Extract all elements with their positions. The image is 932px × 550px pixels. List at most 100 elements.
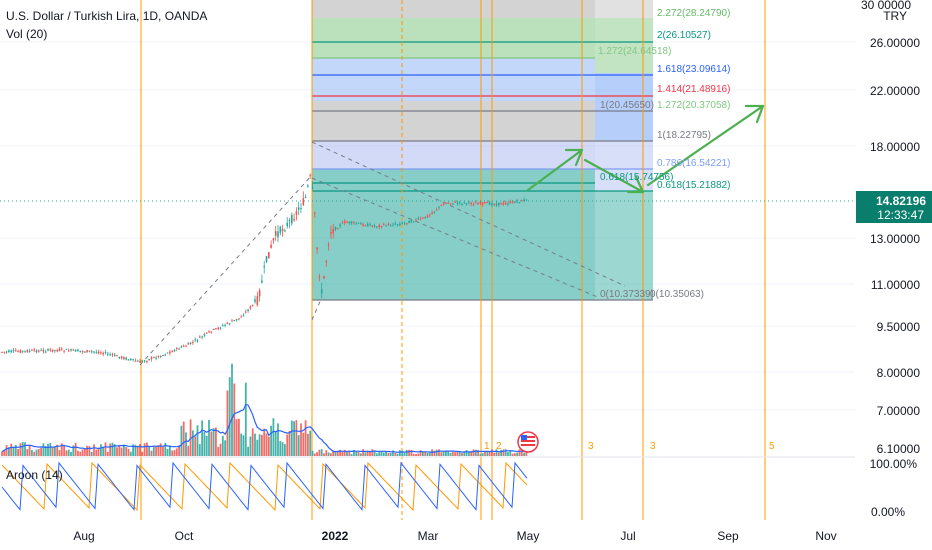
candle-body (277, 231, 279, 238)
volume-bar (302, 432, 305, 456)
candle-body (426, 215, 429, 218)
volume-bar (111, 442, 114, 456)
candle-body (205, 332, 208, 334)
volume-bar (442, 451, 445, 456)
volume-bar (417, 453, 420, 456)
price-axis-labels: 30 00000 TRY 26.00000 22.00000 18.00000 … (861, 0, 920, 519)
candle-body (242, 315, 245, 317)
candle-body (162, 354, 164, 356)
volume-bar (54, 446, 56, 456)
candle-body (24, 350, 26, 352)
volume-bar (3, 449, 6, 456)
current-price-badge[interactable]: 14.82196 12:33:47 (856, 191, 932, 223)
candle-body (15, 350, 17, 352)
candle-body (498, 202, 500, 206)
volume-bar (332, 450, 335, 456)
volume-bar (267, 436, 270, 456)
volume-bar (525, 450, 528, 456)
candle-body (113, 354, 116, 357)
candle-body (380, 226, 383, 228)
time-axis[interactable] (0, 520, 932, 550)
candle-body (461, 203, 463, 205)
candle-body (199, 336, 201, 338)
volume-bar (364, 452, 367, 456)
volume-bar (120, 447, 123, 456)
aroon-legend[interactable]: Aroon (14) (6, 468, 63, 482)
candle-body (93, 351, 95, 353)
volume-bar (26, 449, 29, 456)
volume-bar (445, 450, 447, 456)
candle-body (355, 223, 357, 225)
candle-body (350, 221, 353, 224)
candle-body (72, 349, 75, 351)
fib-labels-right: 2.272(28.24790) 2(26.10527) 1.618(23.096… (650, 8, 730, 300)
time-cycle-lines[interactable] (140, 0, 766, 520)
price-candles[interactable] (1, 173, 528, 364)
volume-bar (355, 451, 358, 456)
volume-bar (339, 449, 341, 456)
chart-legend[interactable]: U.S. Dollar / Turkish Lira, 1D, OANDA Vo… (6, 9, 207, 482)
candle-body (279, 226, 282, 233)
candle-body (504, 202, 507, 205)
us-flag-icon[interactable] (517, 431, 539, 453)
fib-label-1-414: 1.414(21.48916) (657, 84, 730, 95)
candle-body (362, 223, 364, 226)
volume-bar (240, 433, 243, 456)
price-axis[interactable] (855, 0, 932, 520)
volume-bar (118, 445, 121, 456)
candle-body (157, 355, 160, 357)
volume-bar (419, 450, 422, 456)
volume-bar (470, 451, 473, 456)
candle-body (309, 175, 311, 177)
candle-body (281, 228, 284, 232)
volume-bar (93, 444, 95, 456)
volume-bar (5, 445, 8, 456)
candle-body (212, 329, 215, 331)
volume-bar (1, 451, 3, 456)
candle-body (472, 204, 475, 206)
time-label: Nov (815, 529, 836, 543)
volume-bar (187, 445, 190, 456)
candle-body (424, 216, 426, 219)
arrow-down-head (626, 175, 645, 194)
volume-bar (196, 425, 199, 456)
candle-body (35, 350, 38, 353)
candle-body (1, 351, 3, 353)
candle-body (463, 202, 466, 204)
volume-legend[interactable]: Vol (20) (6, 27, 47, 41)
volume-bar (231, 363, 233, 456)
volume-bar (148, 446, 151, 456)
volume-bar (201, 420, 203, 456)
volume-bar (327, 452, 330, 456)
volume-bar (288, 430, 291, 456)
candle-body (203, 334, 206, 336)
projection-arrows[interactable] (526, 104, 765, 194)
volume-bar (198, 444, 201, 456)
candle-body (8, 350, 10, 353)
trend-lines[interactable] (139, 141, 626, 366)
volume-bar (454, 452, 456, 456)
volume-bar (509, 450, 512, 456)
fib-zone-right-teal (595, 191, 653, 300)
volume-bar (378, 451, 381, 456)
candle-body (373, 225, 376, 227)
candle-body (235, 319, 238, 321)
candle-body (509, 201, 512, 204)
fib-label-2-272: 2.272(28.24790) (657, 8, 730, 19)
symbol-title[interactable]: U.S. Dollar / Turkish Lira, 1D, OANDA (6, 9, 207, 23)
candle-body (330, 232, 332, 234)
cycle-marker-2: 2 (496, 441, 502, 452)
candle-body (438, 206, 440, 208)
arrow-up-2[interactable] (646, 104, 765, 187)
fib-extension-zones[interactable] (312, 0, 653, 300)
arrow-up-1[interactable] (526, 148, 584, 192)
candle-body (176, 347, 178, 349)
candle-body (521, 199, 523, 202)
candle-body (40, 349, 42, 351)
fib-zone-right-lightblue (595, 141, 653, 191)
arrow-down[interactable] (583, 158, 645, 194)
candle-body (387, 223, 390, 225)
candle-body (341, 222, 344, 224)
candle-body (314, 212, 316, 214)
